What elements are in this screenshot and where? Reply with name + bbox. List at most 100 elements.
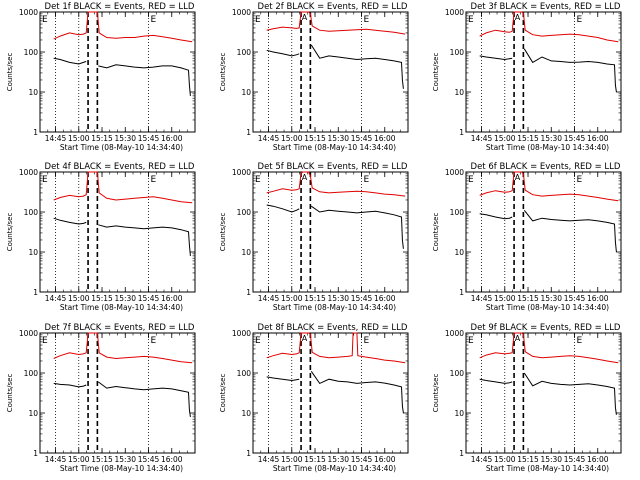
x-tick-label: 15:00	[494, 294, 516, 303]
y-tick-label: 1	[246, 449, 251, 458]
corner-mark-left: E	[468, 336, 474, 346]
y-tick-label: 1	[246, 128, 251, 137]
x-tick-label: 15:45	[138, 294, 160, 303]
y-axis-label: Counts/sec	[219, 374, 227, 413]
y-tick-label: 1000	[445, 8, 464, 17]
x-tick-label: 16:00	[374, 134, 396, 143]
series-line-lld	[266, 332, 406, 364]
x-axis-label: Start Time (08-May-10 14:34:40)	[60, 464, 183, 473]
y-tick-label: 1	[459, 288, 464, 297]
chart-panel-5: Det 5f BLACK = Events, RED = LLD 1 10 100 10…	[219, 162, 409, 312]
y-axis-label: Counts/sec	[6, 374, 14, 413]
x-tick-label: 15:45	[564, 294, 586, 303]
x-tick-label: 14:45	[45, 134, 67, 143]
corner-mark-right: E	[364, 15, 370, 25]
x-tick-label: 15:00	[281, 134, 303, 143]
y-axis-label: Counts/sec	[432, 53, 440, 92]
chart-panel-3: Det 3f BLACK = Events, RED = LLD 1 10 100 10…	[432, 2, 622, 152]
x-axis-label: Start Time (08-May-10 14:34:40)	[273, 303, 396, 312]
x-tick-label: 16:00	[374, 294, 396, 303]
x-tick-label: 16:00	[161, 455, 183, 464]
peak-marker: A	[515, 173, 521, 182]
x-tick-label: 15:15	[91, 134, 113, 143]
corner-mark-right: E	[577, 336, 583, 346]
x-tick-label: 15:30	[327, 455, 349, 464]
y-tick-label: 100	[237, 369, 252, 378]
x-tick-label: 15:45	[138, 134, 160, 143]
y-tick-label: 1000	[19, 329, 38, 338]
y-axis-label: Counts/sec	[432, 374, 440, 413]
x-tick-label: 15:45	[138, 455, 160, 464]
y-axis-label: Counts/sec	[432, 213, 440, 252]
y-tick-label: 10	[454, 409, 464, 418]
series-line-lld	[479, 171, 619, 202]
x-tick-label: 15:15	[91, 455, 113, 464]
series-line-events	[266, 204, 404, 249]
y-tick-label: 100	[24, 369, 39, 378]
peak-marker: A	[302, 334, 308, 343]
y-tick-label: 1000	[232, 8, 251, 17]
chart-title: Det 6f BLACK = Events, RED = LLD	[471, 162, 621, 172]
y-tick-label: 100	[237, 208, 252, 217]
x-tick-label: 15:45	[351, 134, 373, 143]
x-tick-label: 16:00	[587, 134, 609, 143]
x-tick-label: 15:00	[281, 294, 303, 303]
chart-panel-1: Det 1f BLACK = Events, RED = LLD 1 10 100 10…	[6, 2, 196, 152]
chart-title: Det 1f BLACK = Events, RED = LLD	[45, 2, 195, 12]
x-axis-label: Start Time (08-May-10 14:34:40)	[273, 464, 396, 473]
y-tick-label: 10	[28, 88, 38, 97]
x-tick-label: 16:00	[587, 455, 609, 464]
chart-panel-8: Det 8f BLACK = Events, RED = LLD 1 10 100 10…	[219, 323, 409, 473]
x-tick-label: 15:15	[517, 455, 539, 464]
y-tick-label: 10	[28, 248, 38, 257]
x-tick-label: 14:45	[471, 455, 493, 464]
x-tick-label: 14:45	[258, 455, 280, 464]
y-tick-label: 10	[241, 248, 251, 257]
series-line-lld	[266, 11, 406, 35]
series-line-lld	[53, 11, 193, 43]
y-tick-label: 10	[241, 409, 251, 418]
series-line-lld	[53, 171, 193, 204]
x-tick-label: 16:00	[161, 134, 183, 143]
series-line-events	[479, 209, 617, 253]
y-tick-label: 1000	[445, 329, 464, 338]
y-tick-label: 1	[33, 288, 38, 297]
x-tick-label: 15:15	[517, 134, 539, 143]
x-tick-label: 16:00	[161, 294, 183, 303]
x-tick-label: 15:45	[564, 134, 586, 143]
chart-title: Det 2f BLACK = Events, RED = LLD	[258, 2, 408, 12]
chart-title: Det 3f BLACK = Events, RED = LLD	[471, 2, 621, 12]
x-tick-label: 15:30	[327, 134, 349, 143]
y-tick-label: 100	[450, 48, 465, 57]
x-tick-label: 15:30	[540, 455, 562, 464]
corner-mark-right: E	[151, 15, 157, 25]
corner-mark-right: E	[577, 175, 583, 185]
x-tick-label: 15:45	[351, 455, 373, 464]
x-axis-label: Start Time (08-May-10 14:34:40)	[273, 143, 396, 152]
series-line-events	[53, 217, 191, 256]
y-axis-label: Counts/sec	[6, 213, 14, 252]
corner-mark-left: E	[468, 15, 474, 25]
x-tick-label: 15:45	[351, 294, 373, 303]
y-tick-label: 1	[459, 449, 464, 458]
corner-mark-left: E	[42, 15, 48, 25]
x-tick-label: 15:00	[494, 455, 516, 464]
x-tick-label: 16:00	[587, 294, 609, 303]
y-tick-label: 100	[24, 208, 39, 217]
y-axis-label: Counts/sec	[219, 53, 227, 92]
series-line-events	[53, 381, 191, 417]
corner-mark-left: E	[255, 336, 261, 346]
y-tick-label: 10	[28, 409, 38, 418]
corner-mark-left: E	[468, 175, 474, 185]
series-line-events	[479, 372, 617, 415]
x-axis-label: Start Time (08-May-10 14:34:40)	[60, 303, 183, 312]
y-tick-label: 1	[459, 128, 464, 137]
y-tick-label: 1000	[232, 168, 251, 177]
x-tick-label: 15:15	[91, 294, 113, 303]
y-tick-label: 10	[454, 248, 464, 257]
x-tick-label: 15:30	[540, 294, 562, 303]
corner-mark-left: E	[42, 175, 48, 185]
y-tick-label: 100	[24, 48, 39, 57]
